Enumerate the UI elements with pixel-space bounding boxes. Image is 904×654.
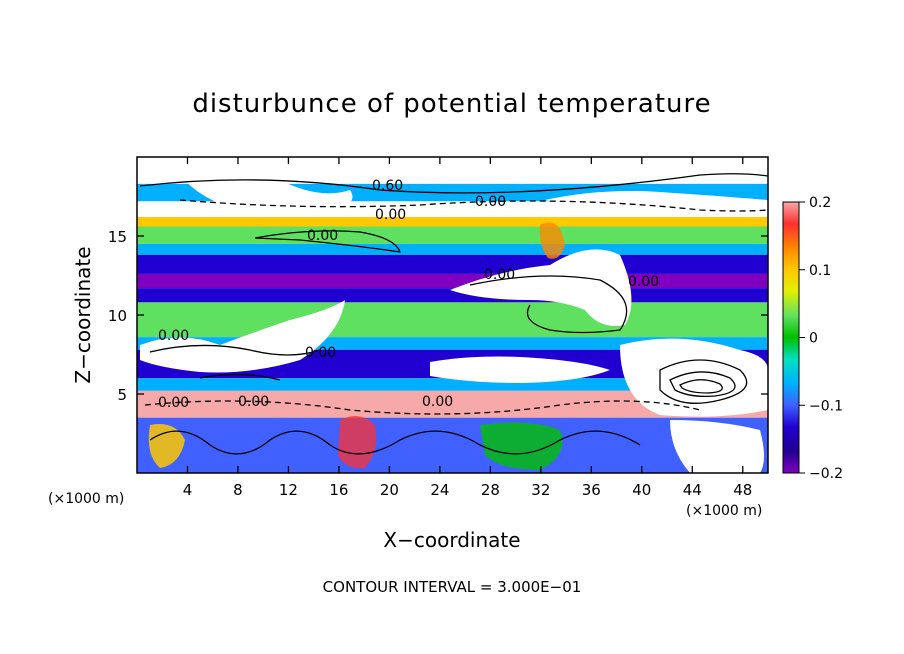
contour-line-right-cluster-1 <box>659 359 748 404</box>
x-tick-label: 8 <box>233 481 243 499</box>
y-axis-label: Z−coordinate <box>71 246 95 383</box>
x-unit-right: (×1000 m) <box>686 503 762 519</box>
y-axis-ticks: 5 10 15 <box>108 228 768 404</box>
contour-label: 0.00 <box>484 267 515 283</box>
contour-label: 0.00 <box>158 395 189 411</box>
green-patch-lower <box>480 422 563 470</box>
chart-title: disturbunce of potential temperature <box>192 89 711 119</box>
colorbar-tick-label: −0.1 <box>809 398 843 414</box>
red-patch-lower <box>338 416 377 469</box>
field-band <box>137 417 768 473</box>
white-blob-upper-right <box>545 191 768 215</box>
field-band <box>137 217 768 227</box>
red-patch-mid-right <box>539 222 565 259</box>
y-tick-label: 10 <box>108 307 127 325</box>
contour-line-5km <box>144 400 701 415</box>
contour-interval-note: CONTOUR INTERVAL = 3.000E−01 <box>323 578 582 596</box>
colorbar-tick-label: 0.1 <box>809 263 831 279</box>
contour-labels: 0.60 0.00 0.00 0.00 0.00 0.00 0.00 0.00 … <box>158 178 659 411</box>
contour-line-top <box>139 173 768 194</box>
colorbar-tick-label: −0.2 <box>809 466 843 482</box>
x-tick-label: 40 <box>632 481 651 499</box>
x-tick-label: 48 <box>733 481 752 499</box>
x-axis-label: X−coordinate <box>383 528 520 552</box>
contour-label: 0.00 <box>305 345 336 361</box>
field-band <box>137 226 768 244</box>
y-tick-label: 5 <box>117 386 127 404</box>
contour-line-right-cluster-2 <box>669 371 736 398</box>
contour-line-left-cluster <box>149 344 321 381</box>
contour-line-lower-wavy <box>149 430 641 455</box>
colorbar-tick-label: 0 <box>809 331 818 347</box>
x-tick-label: 24 <box>430 481 449 499</box>
contour-label: 0.00 <box>238 394 269 410</box>
x-tick-label: 32 <box>531 481 550 499</box>
contour-label: 0.00 <box>475 194 506 210</box>
x-unit-left: (×1000 m) <box>48 491 124 507</box>
contour-line-mid-right <box>469 275 628 334</box>
colorbar-ticks: 0.2 0.1 0 −0.1 −0.2 <box>799 195 843 482</box>
x-tick-label: 44 <box>683 481 702 499</box>
colorbar-tick-label: 0.2 <box>809 195 831 211</box>
x-axis-ticks: 4 8 12 16 20 24 28 32 36 40 44 48 <box>183 157 752 499</box>
field-band <box>137 302 768 338</box>
contour-label: 0.60 <box>372 178 403 194</box>
field-band <box>137 378 768 391</box>
y-tick-label: 15 <box>108 228 127 246</box>
contour-lines <box>139 173 768 455</box>
x-tick-label: 20 <box>380 481 399 499</box>
white-patch-lower-right <box>670 420 764 473</box>
contour-line-15km <box>254 230 401 253</box>
field-band <box>137 243 768 255</box>
x-tick-label: 12 <box>279 481 298 499</box>
x-tick-label: 16 <box>329 481 348 499</box>
contour-label: 0.00 <box>628 274 659 290</box>
x-tick-label: 28 <box>481 481 500 499</box>
white-blob-mid-right <box>450 249 632 326</box>
contour-label: 0.00 <box>375 207 406 223</box>
field-band <box>137 273 768 289</box>
plot-detail <box>139 168 768 473</box>
contour-label: 0.00 <box>158 328 189 344</box>
x-tick-label: 36 <box>582 481 601 499</box>
contour-line-upper-dashed <box>179 199 768 212</box>
contour-line-right-cluster-3 <box>679 379 723 394</box>
field-band <box>137 254 768 274</box>
colorbar <box>782 201 800 474</box>
white-band-center <box>430 356 610 383</box>
x-tick-label: 4 <box>183 481 193 499</box>
contour-label: 0.00 <box>307 228 338 244</box>
contour-label: 0.00 <box>422 394 453 410</box>
